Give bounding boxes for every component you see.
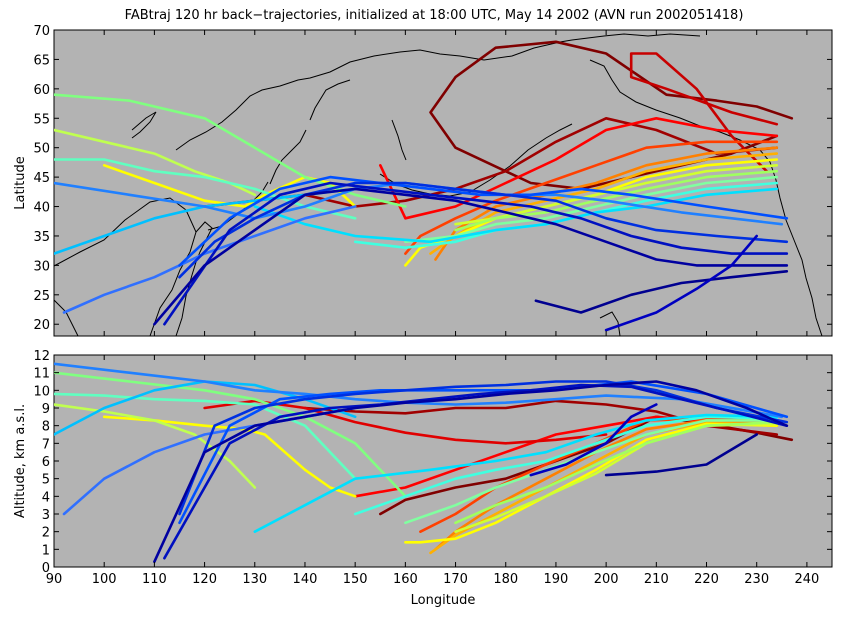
latitude-tick-labels: 20 25 30 35 40 45 50 55 60 65 70 (33, 24, 832, 333)
x-tick-label: 180 (493, 572, 518, 587)
y-tick-label: 1 (42, 543, 50, 558)
x-tick-label: 110 (142, 572, 167, 587)
y-tick-label: 3 (42, 508, 50, 523)
trajectory-line (178, 181, 789, 279)
y-tick-label: 8 (42, 420, 50, 435)
x-tick-label: 210 (644, 572, 669, 587)
trajectory-line (153, 187, 789, 326)
y-tick-label: 45 (33, 171, 50, 186)
trajectory-line (178, 175, 789, 267)
trajectory-line (54, 392, 357, 481)
latitude-axis-label: Latitude (13, 156, 28, 210)
y-tick-label: 9 (42, 402, 50, 417)
trajectory-line (529, 403, 658, 477)
y-tick-label: 35 (33, 230, 50, 245)
x-tick-label: 170 (443, 572, 468, 587)
trajectory-line (429, 420, 779, 555)
trajectory-line (178, 380, 789, 516)
trajectory-line (534, 269, 789, 314)
longitude-axis-label: Longitude (411, 593, 476, 608)
y-tick-label: 11 (33, 367, 50, 382)
x-tick-label: 120 (192, 572, 217, 587)
y-tick-label: 65 (33, 53, 50, 68)
x-tick-label: 140 (293, 572, 318, 587)
trajectory-line (353, 415, 779, 516)
trajectory-lines-map (54, 40, 794, 332)
longitude-tick-labels: 90 100 110 120 130 140 150 160 170 180 190 200 210 22… (46, 355, 819, 587)
trajectory-line (54, 371, 407, 498)
y-tick-label: 10 (33, 384, 50, 399)
y-tick-label: 30 (33, 259, 50, 274)
y-tick-label: 25 (33, 289, 50, 304)
trajectory-line (629, 52, 779, 173)
y-tick-label: 0 (42, 561, 50, 576)
x-tick-label: 230 (744, 572, 769, 587)
y-tick-label: 6 (42, 455, 50, 470)
y-tick-label: 40 (33, 201, 50, 216)
y-tick-label: 55 (33, 112, 50, 127)
y-tick-label: 50 (33, 142, 50, 157)
trajectory-line (378, 117, 779, 220)
trajectory-line (153, 380, 789, 564)
x-tick-label: 200 (594, 572, 619, 587)
x-tick-label: 90 (46, 572, 63, 587)
trajectory-line (404, 175, 779, 244)
trajectory-line (253, 413, 779, 534)
trajectory-line (353, 415, 779, 498)
map-x-ticks (53, 30, 808, 336)
x-tick-label: 190 (544, 572, 569, 587)
chart-title: FABtraj 120 hr back−trajectories, initia… (125, 8, 744, 23)
trajectory-line (54, 93, 407, 208)
trajectory-line (163, 181, 789, 326)
x-tick-label: 220 (694, 572, 719, 587)
trajectory-line (163, 383, 789, 560)
y-tick-label: 2 (42, 526, 50, 541)
trajectory-line (604, 234, 759, 332)
x-tick-label: 130 (242, 572, 267, 587)
trajectory-line (102, 415, 357, 498)
trajectory-line (404, 140, 779, 255)
map-panel: 20 25 30 35 40 45 50 55 60 65 70 Latitude (13, 24, 833, 337)
trajectory-line (454, 420, 779, 525)
x-tick-label: 240 (794, 572, 819, 587)
y-tick-label: 12 (33, 349, 50, 364)
x-tick-label: 100 (92, 572, 117, 587)
trajectory-lines-altitude (54, 362, 794, 564)
y-tick-label: 7 (42, 437, 50, 452)
x-tick-label: 160 (393, 572, 418, 587)
trajectory-line (604, 433, 759, 477)
y-tick-label: 60 (33, 83, 50, 98)
y-tick-label: 20 (33, 318, 50, 333)
y-tick-label: 5 (42, 473, 50, 488)
altitude-axis-label: Altitude, km a.s.l. (13, 404, 28, 518)
y-tick-label: 70 (33, 24, 50, 39)
y-tick-label: 4 (42, 490, 50, 505)
x-tick-label: 150 (343, 572, 368, 587)
trajectory-line (54, 403, 257, 489)
